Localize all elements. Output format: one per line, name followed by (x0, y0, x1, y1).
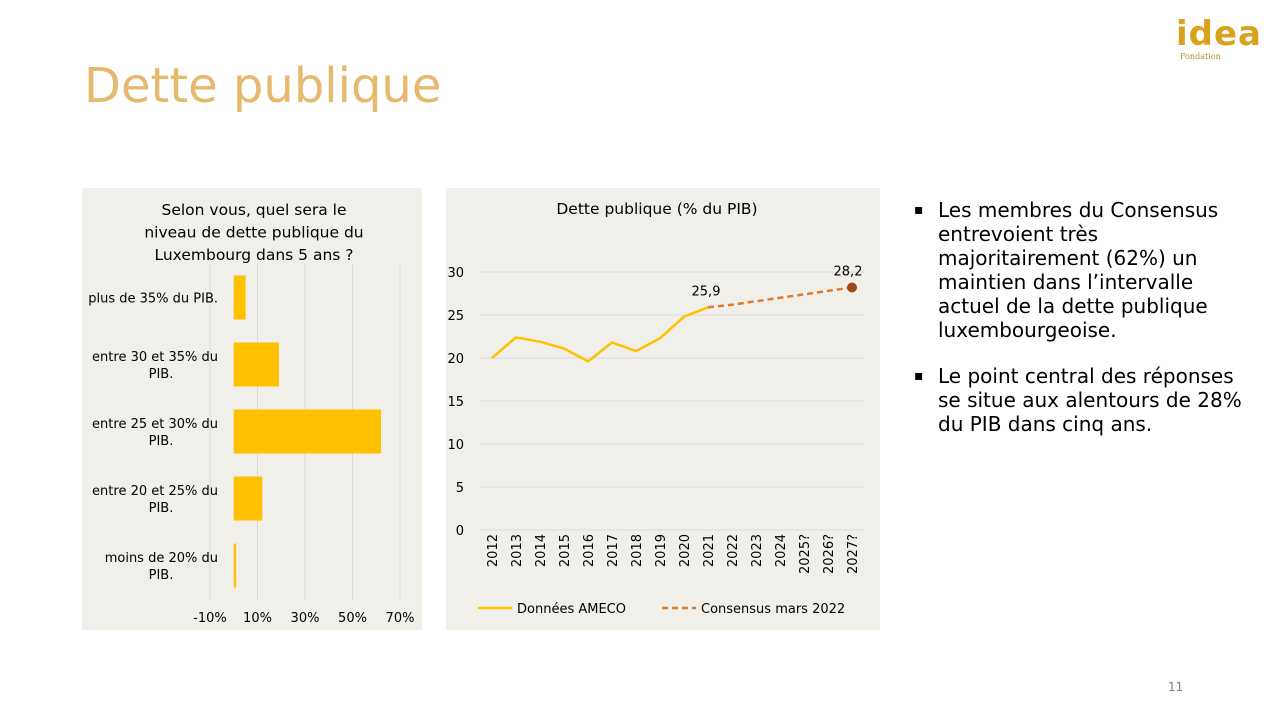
bar-category-label: moins de 20% du (105, 551, 218, 566)
bar-category-label: entre 25 et 30% du (92, 417, 218, 432)
bar-x-tick-label: 70% (386, 611, 415, 626)
idea-logo: idea Fondation (1176, 14, 1266, 64)
line-y-tick-label: 15 (447, 395, 464, 410)
bar-chart-title: niveau de dette publique du (144, 224, 363, 242)
bullet-text: Le point central des réponses se situe a… (938, 364, 1242, 436)
line-x-tick-label: 2012 (486, 534, 501, 567)
bar (233, 409, 381, 454)
line-y-tick-label: 30 (447, 266, 464, 281)
bullet-marker: ▪ (914, 202, 924, 218)
line-x-tick-label: 2017 (606, 534, 621, 567)
line-x-tick-label: 2021 (702, 534, 717, 567)
bar-chart-title: Selon vous, quel sera le (161, 201, 346, 219)
bar-category-label: plus de 35% du PIB. (88, 292, 218, 307)
line-x-tick-label: 2016 (582, 534, 597, 567)
line-x-tick-label: 2020 (678, 534, 693, 567)
bar-x-tick-label: 30% (291, 611, 320, 626)
page-number: 11 (1168, 680, 1184, 694)
survey-bar-chart: Selon vous, quel sera le niveau de dette … (88, 201, 415, 626)
line-x-tick-label: 2024 (774, 534, 789, 567)
line-x-tick-label: 2025? (798, 534, 813, 574)
line-x-tick-label: 2027? (846, 534, 861, 574)
bar-x-tick-label: 10% (243, 611, 272, 626)
bullet-item: ▪ Le point central des réponses se situe… (914, 364, 1254, 436)
line-x-tick-label: 2023 (750, 534, 765, 567)
bar-category-label: entre 20 et 25% du (92, 484, 218, 499)
line-series (707, 286, 853, 309)
logo-word: idea (1176, 14, 1262, 54)
slide-title: Dette publique (84, 58, 442, 114)
line-x-tick-label: 2018 (630, 534, 645, 567)
bar (233, 476, 263, 521)
line-y-tick-label: 0 (456, 524, 464, 539)
line-x-tick-label: 2013 (510, 534, 525, 567)
line-x-tick-label: 2026? (822, 534, 837, 574)
bar (233, 342, 279, 387)
legend-label-ameco: Données AMECO (517, 602, 626, 617)
debt-line-chart-panel: Dette publique (% du PIB) 0 5 10 15 20 25 30 201… (446, 188, 880, 630)
line-x-tick-label: 2019 (654, 534, 669, 567)
bar-category-label: PIB. (149, 367, 174, 382)
line-y-tick-label: 20 (447, 352, 464, 367)
bar-chart-title: Luxembourg dans 5 ans ? (154, 246, 353, 264)
line-y-tick-label: 10 (447, 438, 464, 453)
bar-x-tick-label: 50% (338, 611, 367, 626)
bar-x-tick-label: -10% (193, 611, 227, 626)
line-x-tick-label: 2015 (558, 534, 573, 567)
line-y-tick-label: 5 (456, 481, 464, 496)
bar-category-label: entre 30 et 35% du (92, 350, 218, 365)
bullet-item: ▪ Les membres du Consensus entrevoient t… (914, 198, 1254, 342)
line-y-tick-label: 25 (447, 309, 464, 324)
line-x-tick-label: 2022 (726, 534, 741, 567)
line-chart-title: Dette publique (% du PIB) (556, 200, 757, 218)
line-series (491, 306, 709, 363)
forecast-endpoint-marker (847, 282, 857, 293)
bar (233, 543, 237, 588)
line-x-tick-label: 2014 (534, 534, 549, 567)
logo-subtitle: Fondation (1180, 52, 1221, 61)
bullet-marker: ▪ (914, 368, 924, 384)
bullet-text: Les membres du Consensus entrevoient trè… (938, 198, 1219, 342)
bar-category-label: PIB. (149, 434, 174, 449)
bullet-list: ▪ Les membres du Consensus entrevoient t… (914, 198, 1254, 458)
debt-line-chart: Dette publique (% du PIB) 0 5 10 15 20 25 30 201… (447, 200, 864, 617)
bar-category-label: PIB. (149, 501, 174, 516)
bar (233, 275, 246, 320)
line-data-label: 25,9 (692, 284, 721, 299)
survey-bar-chart-panel: Selon vous, quel sera le niveau de dette … (82, 188, 422, 630)
bar-category-label: PIB. (149, 568, 174, 583)
legend-label-consensus: Consensus mars 2022 (701, 602, 845, 617)
line-data-label: 28,2 (834, 264, 863, 279)
